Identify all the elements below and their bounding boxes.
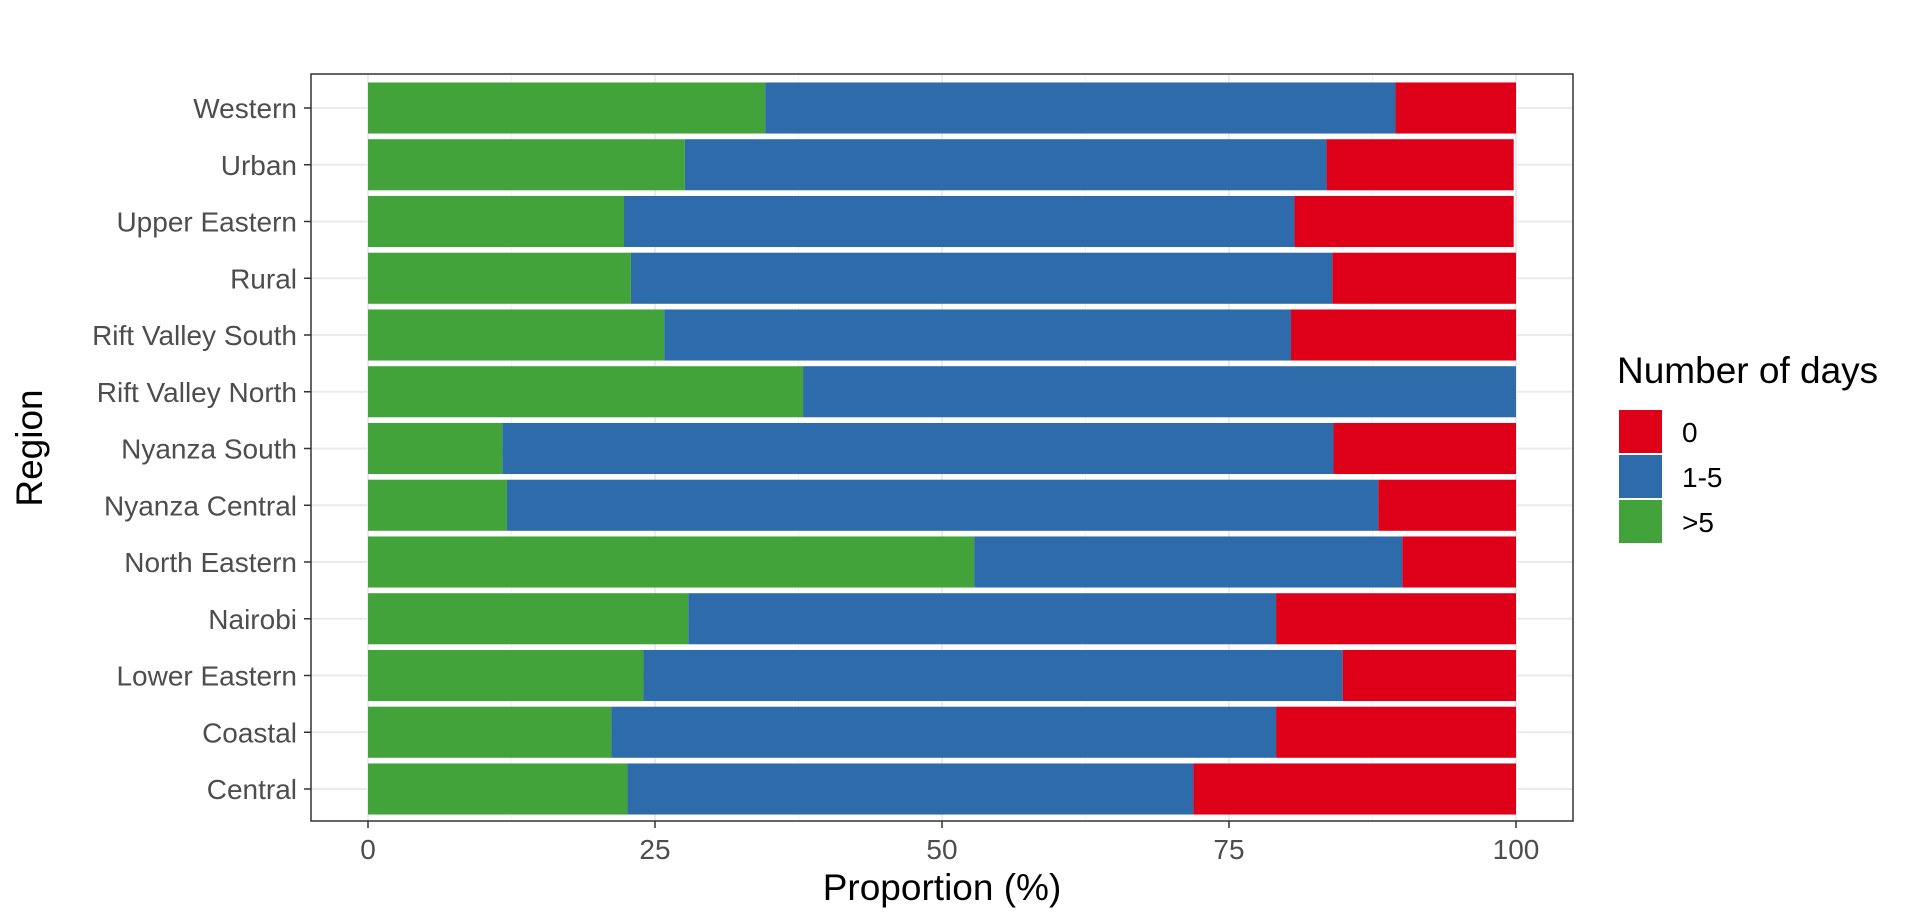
bar-rift-valley-south-1-5 [664, 309, 1291, 361]
legend: Number of days 0 1-5 >5 [1617, 350, 1878, 543]
y-tick-label: Nyanza Central [104, 490, 297, 521]
bar-western-0 [1395, 82, 1516, 134]
legend-label-0: 0 [1682, 417, 1698, 448]
y-tick-label: Urban [221, 150, 297, 181]
y-tick-label: North Eastern [124, 547, 297, 578]
bar-lower-eastern-1-5 [643, 649, 1343, 702]
legend-title: Number of days [1617, 350, 1878, 391]
bar-rural-0 [1332, 252, 1516, 304]
legend-swatch-0 [1619, 410, 1662, 453]
bar-urban-0 [1326, 139, 1514, 191]
bar-nyanza-south-5 [368, 422, 503, 475]
bar-nyanza-south-0 [1333, 422, 1516, 475]
bar-north-eastern-1-5 [974, 536, 1403, 588]
bar-coastal-1-5 [611, 706, 1277, 758]
bar-rift-valley-north-5 [368, 366, 804, 418]
y-tick-label: Lower Eastern [116, 661, 297, 692]
bar-nairobi-0 [1276, 593, 1516, 645]
y-tick-label: Central [207, 774, 297, 805]
bar-western-5 [368, 82, 766, 134]
bar-lower-eastern-0 [1342, 649, 1516, 702]
bar-coastal-0 [1276, 706, 1516, 758]
y-tick-label: Coastal [202, 717, 297, 748]
bar-lower-eastern-5 [368, 649, 644, 702]
legend-swatch-1-5 [1619, 455, 1662, 498]
bar-nyanza-central-0 [1378, 479, 1516, 531]
y-tick-label: Rural [230, 263, 297, 294]
bar-urban-5 [368, 139, 685, 191]
bar-coastal-5 [368, 706, 612, 758]
y-axis: Central Coastal Lower Eastern Nairobi North … [92, 93, 311, 805]
x-tick-label: 100 [1493, 834, 1540, 865]
bar-western-1-5 [765, 82, 1396, 134]
legend-label-5: >5 [1682, 507, 1714, 538]
bar-nyanza-central-1-5 [506, 479, 1379, 531]
bars-group [368, 82, 1516, 815]
bar-rift-valley-south-5 [368, 309, 665, 361]
bar-central-0 [1193, 763, 1516, 815]
bar-rift-valley-north-1-5 [803, 366, 1516, 418]
bar-rural-1-5 [630, 252, 1333, 304]
bar-nyanza-south-1-5 [502, 422, 1334, 475]
x-tick-label: 25 [639, 834, 670, 865]
bar-upper-eastern-1-5 [624, 195, 1295, 248]
bar-nairobi-1-5 [688, 593, 1277, 645]
bar-rural-5 [368, 252, 631, 304]
bar-north-eastern-0 [1402, 536, 1516, 588]
y-tick-label: Nyanza South [121, 434, 297, 465]
x-tick-label: 75 [1213, 834, 1244, 865]
y-tick-label: Western [193, 93, 297, 124]
legend-swatch-5 [1619, 500, 1662, 543]
y-tick-label: Nairobi [208, 604, 297, 635]
x-tick-label: 0 [360, 834, 376, 865]
y-tick-label: Upper Eastern [116, 207, 297, 238]
bar-upper-eastern-5 [368, 195, 625, 248]
bar-north-eastern-5 [368, 536, 975, 588]
bar-rift-valley-south-0 [1290, 309, 1516, 361]
x-tick-label: 50 [926, 834, 957, 865]
y-tick-label: Rift Valley South [92, 320, 297, 351]
bar-central-1-5 [627, 763, 1194, 815]
bar-central-5 [368, 763, 628, 815]
legend-label-1-5: 1-5 [1682, 462, 1722, 493]
y-tick-label: Rift Valley North [97, 377, 297, 408]
bar-nyanza-central-5 [368, 479, 507, 531]
bar-nairobi-5 [368, 593, 689, 645]
x-axis: 0 25 50 75 100 [360, 821, 1539, 865]
y-axis-title: Region [9, 389, 50, 506]
bar-upper-eastern-0 [1294, 195, 1514, 248]
x-axis-title: Proportion (%) [823, 867, 1062, 908]
bar-urban-1-5 [684, 139, 1327, 191]
